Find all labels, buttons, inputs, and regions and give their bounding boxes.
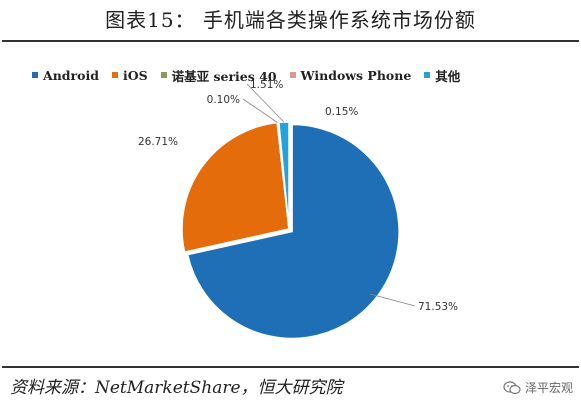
legend-label: iOS [122,67,148,83]
data-label: 0.10% [207,94,240,106]
legend: Android iOS 诺基亚 series 40 Windows Phone 其他 [32,66,572,84]
legend-item: Android [32,68,99,83]
data-label: 0.15% [325,106,358,118]
top-rule [2,40,579,42]
leader-line [369,293,416,307]
source-note: 资料来源：NetMarketShare，恒大研究院 [10,378,343,398]
pie-slice [181,121,290,254]
legend-swatch [32,72,38,78]
legend-label: 诺基亚 series 40 [171,68,277,84]
data-label: 71.53% [418,301,458,313]
pie-slice [186,123,400,340]
legend-label: 其他 [435,68,461,84]
watermark: 泽平宏观 [503,379,573,396]
legend-swatch [111,72,118,78]
data-label: 1.51% [250,79,283,91]
leader-line [246,83,285,123]
legend-swatch [289,72,296,78]
legend-item: iOS [111,67,148,83]
watermark-text: 泽平宏观 [524,381,573,395]
legend-label: Android [43,67,99,83]
legend-swatch [160,72,167,78]
legend-swatch [424,72,431,78]
leader-line [242,98,278,123]
legend-item: 其他 [424,66,460,85]
legend-item: 诺基亚 series 40 [160,66,277,85]
legend-item: Windows Phone [289,67,412,83]
bottom-rule [2,366,579,368]
legend-label: Windows Phone [300,67,412,83]
chart-title: 图表15： 手机端各类操作系统市场份额 [105,8,476,32]
wechat-icon [503,380,521,394]
data-label: 26.71% [138,136,178,148]
